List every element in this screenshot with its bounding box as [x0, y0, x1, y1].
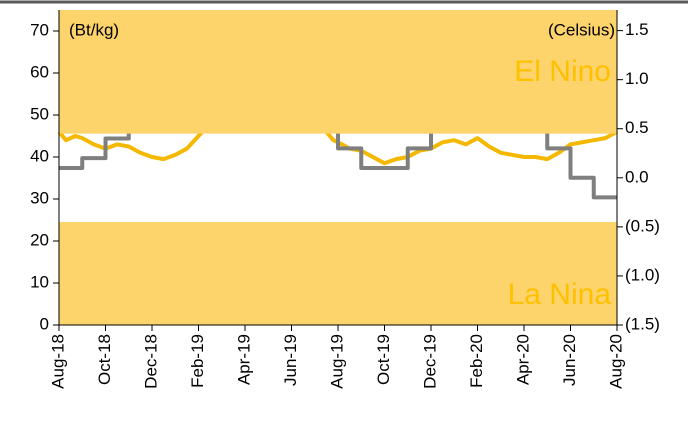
band-label: La Nina [508, 278, 612, 311]
y2-tick-label: (1.5) [625, 314, 660, 333]
x-tick-label: Aug-18 [48, 334, 67, 389]
y-tick-label: 10 [30, 272, 49, 291]
y2-tick-label: (0.5) [625, 216, 660, 235]
band-label: El Nino [514, 55, 611, 88]
y-tick-label: 70 [30, 20, 49, 39]
y-tick-label: 0 [40, 314, 49, 333]
band [59, 10, 617, 134]
series-line [57, 87, 618, 166]
y-tick-label: 30 [30, 188, 49, 207]
x-tick-label: Feb-20 [467, 334, 486, 388]
y2-axis-unit: (Celsius) [548, 20, 615, 39]
y2-tick-label: 0.0 [625, 167, 649, 186]
y-tick-label: 50 [30, 104, 49, 123]
x-tick-label: Jun-20 [560, 334, 579, 386]
y2-tick-label: 1.5 [625, 20, 649, 39]
x-tick-label: Apr-19 [234, 334, 253, 385]
x-tick-label: Feb-19 [188, 334, 207, 388]
x-tick-label: Jun-19 [281, 334, 300, 386]
x-tick-label: Dec-18 [141, 334, 160, 389]
y-tick-label: 40 [30, 146, 49, 165]
x-tick-label: Aug-20 [606, 334, 625, 389]
x-tick-label: Oct-18 [95, 334, 114, 385]
y-tick-label: 60 [30, 62, 49, 81]
x-tick-label: Dec-19 [420, 334, 439, 389]
y2-tick-label: 1.0 [625, 69, 649, 88]
x-tick-label: Oct-19 [374, 334, 393, 385]
y-tick-label: 20 [30, 230, 49, 249]
band [59, 221, 617, 325]
y-axis-unit: (Bt/kg) [69, 20, 119, 39]
y2-tick-label: (1.0) [625, 265, 660, 284]
x-tick-label: Apr-20 [513, 334, 532, 385]
x-tick-label: Aug-19 [327, 334, 346, 389]
y2-tick-label: 0.5 [625, 118, 649, 137]
